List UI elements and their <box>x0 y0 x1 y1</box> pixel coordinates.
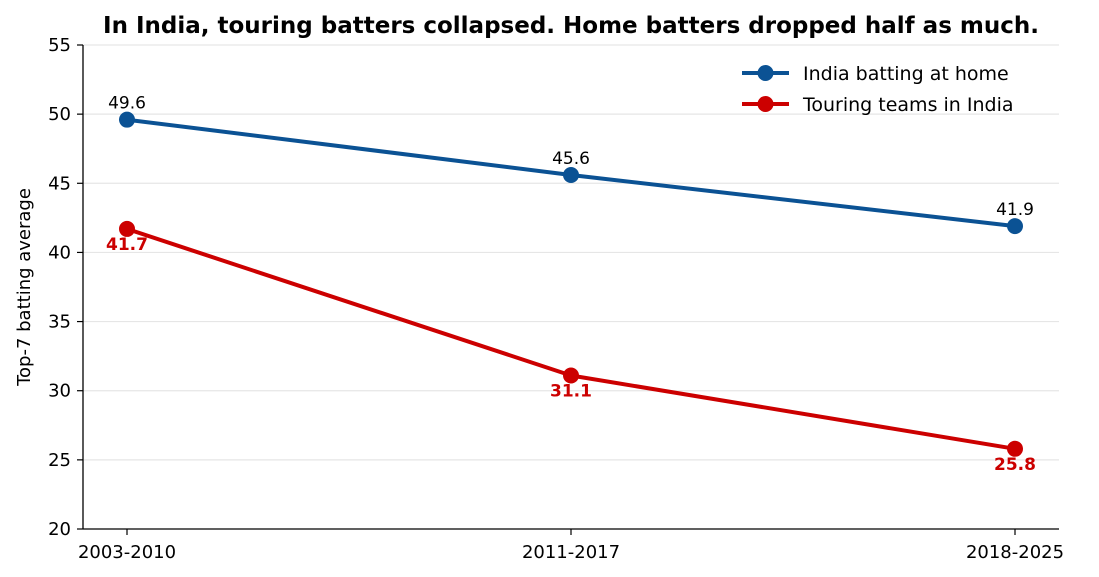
y-tick-label: 20 <box>48 519 71 540</box>
y-tick-label: 25 <box>48 450 71 471</box>
data-label: 31.1 <box>550 382 592 402</box>
data-label: 49.6 <box>108 94 146 114</box>
grid-lines <box>83 44 1059 461</box>
legend-label: Touring teams in India <box>802 94 1014 116</box>
axes: 20 25 30 35 40 45 50 55 2003-2010 2011-2017 2018-2… <box>48 35 1064 563</box>
data-label: 25.8 <box>994 455 1036 475</box>
x-tick-label: 2003-2010 <box>78 542 176 563</box>
data-point <box>119 111 135 128</box>
legend: India batting at home Touring teams in In… <box>742 63 1014 116</box>
y-tick-label: 35 <box>48 312 71 333</box>
data-point <box>1007 218 1023 235</box>
legend-label: India batting at home <box>803 63 1009 85</box>
data-label: 41.7 <box>106 235 148 255</box>
data-label: 45.6 <box>552 149 590 169</box>
y-tick-label: 55 <box>48 35 71 56</box>
data-point <box>1007 440 1023 457</box>
series-layer: 49.6 45.6 41.9 41.7 31.1 25.8 <box>106 94 1036 475</box>
series-line <box>125 226 1017 451</box>
x-tick-label: 2011-2017 <box>522 542 620 563</box>
chart-title: In India, touring batters collapsed. Hom… <box>103 13 1039 39</box>
y-tick-label: 40 <box>48 242 71 263</box>
data-label: 41.9 <box>996 200 1034 220</box>
y-tick-label: 45 <box>48 173 71 194</box>
x-tick-label: 2018-2025 <box>966 542 1064 563</box>
legend-marker <box>757 65 774 81</box>
data-point <box>563 367 579 384</box>
y-tick-label: 50 <box>48 104 71 125</box>
legend-marker <box>757 96 774 112</box>
data-point <box>119 220 135 237</box>
data-point <box>563 166 579 183</box>
y-axis-label: Top-7 batting average <box>14 188 35 387</box>
y-tick-label: 30 <box>48 381 71 402</box>
